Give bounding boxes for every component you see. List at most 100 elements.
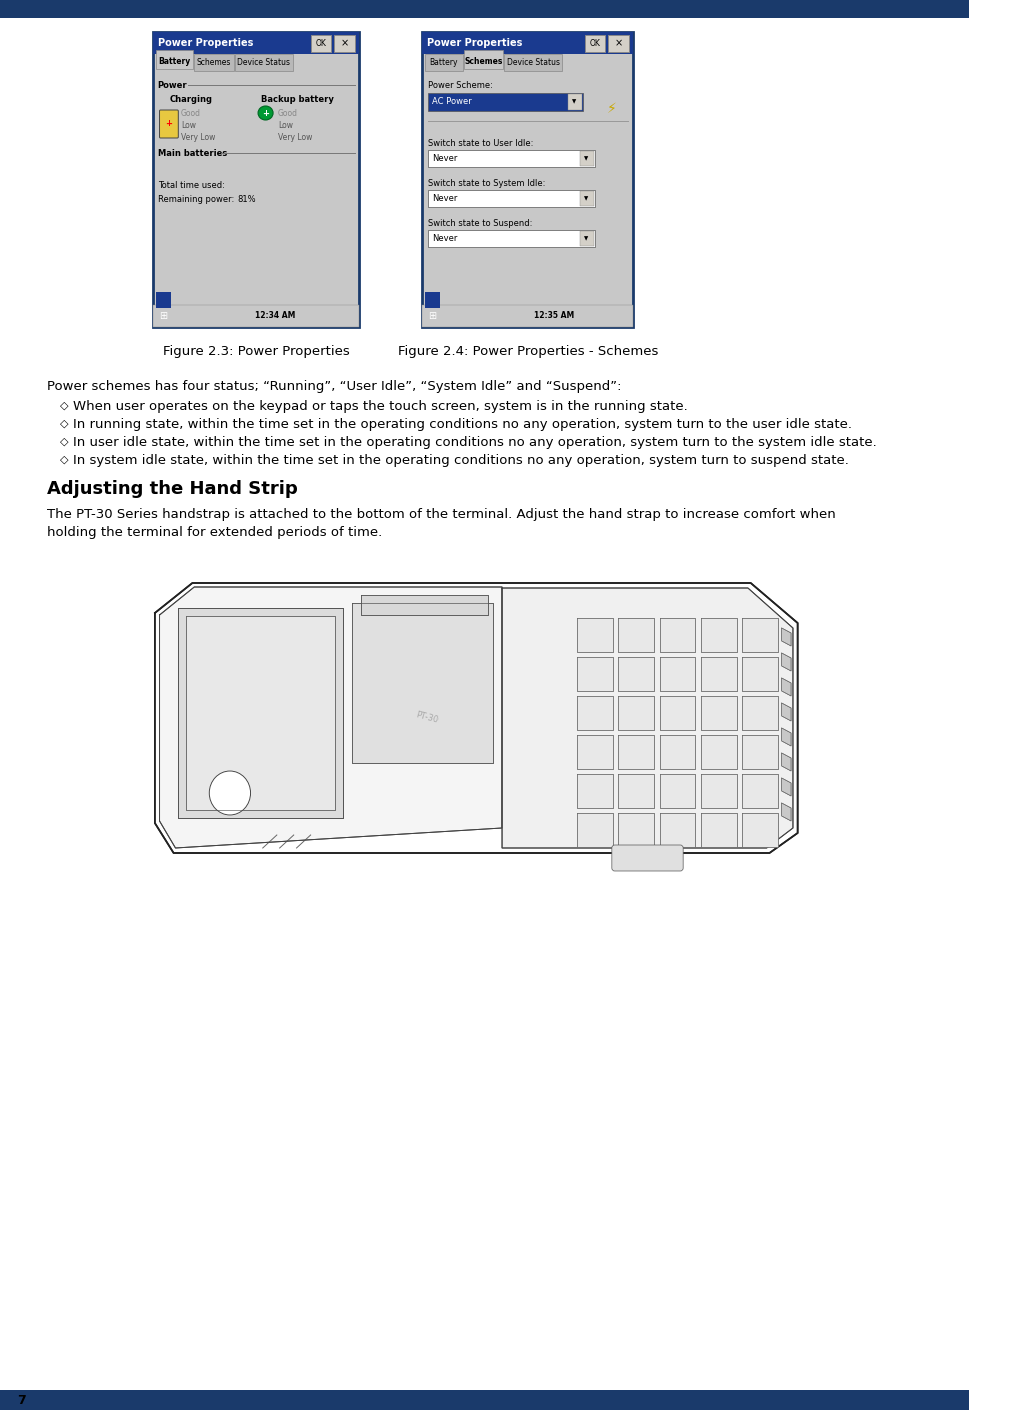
Polygon shape — [362, 595, 488, 615]
Polygon shape — [619, 735, 654, 768]
Bar — [580, 190, 594, 206]
Text: The PT-30 Series handstrap is attached to the bottom of the terminal. Adjust the: The PT-30 Series handstrap is attached t… — [46, 508, 836, 522]
Text: 12:35 AM: 12:35 AM — [533, 312, 573, 320]
Polygon shape — [782, 753, 791, 771]
FancyBboxPatch shape — [612, 845, 683, 871]
Text: holding the terminal for extended periods of time.: holding the terminal for extended period… — [46, 526, 382, 539]
Text: Very Low: Very Low — [181, 133, 216, 141]
Polygon shape — [782, 704, 791, 721]
Bar — [428, 93, 583, 111]
Bar — [0, 1390, 969, 1410]
Polygon shape — [577, 618, 613, 651]
Polygon shape — [660, 657, 695, 691]
Polygon shape — [701, 774, 737, 808]
Text: Remaining power:: Remaining power: — [158, 196, 233, 204]
Polygon shape — [577, 774, 613, 808]
Text: Charging: Charging — [169, 94, 213, 103]
Text: ◇: ◇ — [60, 419, 68, 429]
Polygon shape — [743, 697, 778, 730]
Text: 12:34 AM: 12:34 AM — [255, 312, 295, 320]
Text: Battery: Battery — [430, 58, 458, 68]
Bar — [580, 151, 594, 166]
Polygon shape — [701, 657, 737, 691]
Text: ×: × — [340, 38, 348, 48]
Polygon shape — [352, 603, 493, 763]
Bar — [585, 35, 605, 52]
Bar — [426, 292, 440, 307]
Text: Device Status: Device Status — [238, 58, 290, 68]
Text: 7: 7 — [17, 1393, 26, 1407]
Text: 81%: 81% — [238, 196, 256, 204]
Text: Good: Good — [278, 109, 298, 117]
Polygon shape — [155, 582, 797, 853]
Text: Power Properties: Power Properties — [158, 38, 253, 48]
Polygon shape — [619, 774, 654, 808]
Text: ◇: ◇ — [60, 400, 68, 410]
Text: Never: Never — [432, 234, 457, 243]
Polygon shape — [660, 814, 695, 847]
Text: Adjusting the Hand Strip: Adjusting the Hand Strip — [46, 479, 298, 498]
Polygon shape — [743, 735, 778, 768]
Text: Never: Never — [432, 195, 457, 203]
Text: ▼: ▼ — [572, 100, 576, 104]
Text: OK: OK — [315, 39, 326, 48]
Text: AC Power: AC Power — [432, 97, 471, 107]
Text: Schemes: Schemes — [464, 56, 502, 66]
Text: Total time used:: Total time used: — [158, 182, 224, 190]
Text: Power: Power — [158, 80, 187, 89]
Polygon shape — [660, 735, 695, 768]
Text: Low: Low — [278, 120, 292, 130]
Bar — [568, 94, 582, 110]
Text: Switch state to User Idle:: Switch state to User Idle: — [428, 138, 533, 148]
Text: In system idle state, within the time set in the operating conditions no any ope: In system idle state, within the time se… — [73, 454, 849, 467]
Ellipse shape — [258, 106, 273, 120]
Polygon shape — [701, 735, 737, 768]
Polygon shape — [701, 697, 737, 730]
Text: When user operates on the keypad or taps the touch screen, system is in the runn: When user operates on the keypad or taps… — [73, 400, 688, 413]
Text: ▼: ▼ — [585, 235, 589, 241]
Text: Battery: Battery — [158, 56, 191, 66]
Text: Power Properties: Power Properties — [427, 38, 523, 48]
Polygon shape — [743, 814, 778, 847]
Polygon shape — [660, 774, 695, 808]
Bar — [153, 32, 359, 54]
Bar — [334, 35, 354, 52]
Bar — [504, 54, 562, 70]
Text: ◇: ◇ — [60, 437, 68, 447]
Polygon shape — [782, 678, 791, 697]
Bar — [234, 54, 292, 70]
Bar — [464, 49, 503, 69]
Text: Power schemes has four status; “Running”, “User Idle”, “System Idle” and “Suspen: Power schemes has four status; “Running”… — [46, 381, 622, 393]
Polygon shape — [159, 587, 502, 847]
Polygon shape — [577, 657, 613, 691]
Bar — [156, 292, 170, 307]
Bar — [428, 190, 595, 207]
Polygon shape — [502, 588, 793, 847]
Text: +: + — [262, 109, 269, 117]
Text: In running state, within the time set in the operating conditions no any operati: In running state, within the time set in… — [73, 417, 852, 431]
Bar — [422, 32, 633, 54]
Text: PT-30: PT-30 — [414, 711, 439, 725]
Polygon shape — [743, 774, 778, 808]
Text: ⚡: ⚡ — [607, 102, 617, 116]
Text: Switch state to Suspend:: Switch state to Suspend: — [428, 219, 532, 227]
Bar — [156, 49, 193, 69]
Polygon shape — [660, 697, 695, 730]
Text: Very Low: Very Low — [278, 133, 312, 141]
Polygon shape — [577, 735, 613, 768]
Text: ⊞: ⊞ — [429, 312, 437, 321]
Text: Never: Never — [432, 154, 457, 164]
Bar — [422, 32, 633, 327]
Bar — [153, 32, 359, 327]
Text: ▼: ▼ — [585, 196, 589, 202]
Polygon shape — [619, 814, 654, 847]
Polygon shape — [782, 728, 791, 746]
Bar — [311, 35, 332, 52]
Polygon shape — [782, 778, 791, 797]
Bar — [608, 35, 629, 52]
Text: ▼: ▼ — [585, 157, 589, 161]
Text: +: + — [165, 120, 173, 128]
Text: Power Scheme:: Power Scheme: — [428, 80, 493, 89]
Text: Good: Good — [181, 109, 201, 117]
Text: ×: × — [615, 38, 623, 48]
